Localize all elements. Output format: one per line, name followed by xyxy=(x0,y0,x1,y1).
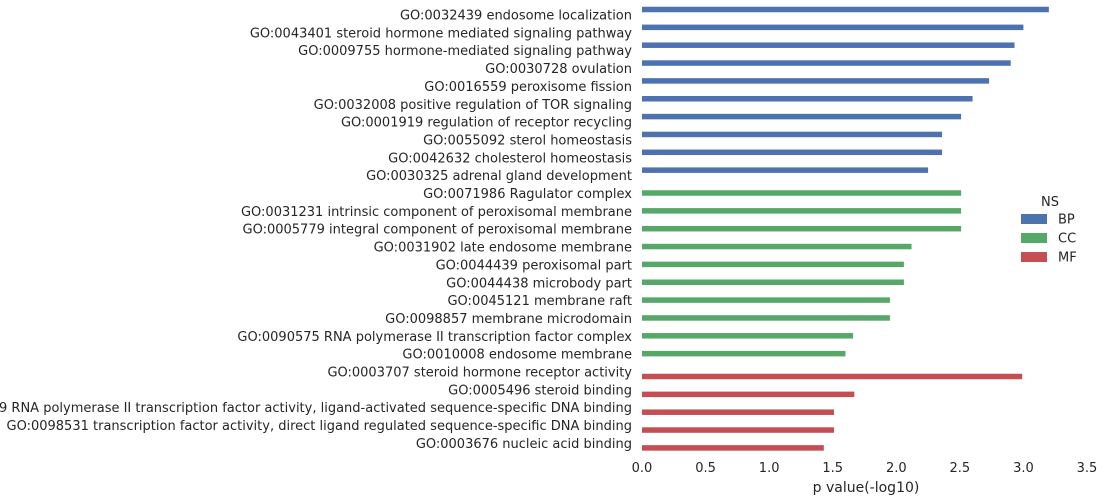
bar-12 xyxy=(642,208,962,214)
category-label: GO:0030325 adrenal gland development xyxy=(366,169,632,184)
bar-7 xyxy=(642,113,962,120)
bar-1 xyxy=(642,6,1049,13)
category-label: GO:0098857 membrane microdomain xyxy=(385,312,632,327)
category-label: GO:0098531 transcription factor activity… xyxy=(7,419,632,434)
category-label: GO:0003676 nucleic acid binding xyxy=(416,437,632,452)
category-label: GO:0016559 peroxisome fission xyxy=(424,80,632,95)
category-label: GO:0045121 membrane raft xyxy=(447,294,632,309)
x-tick-label: 3.0 xyxy=(1013,461,1034,476)
category-label: GO:0004879 RNA polymerase II transcripti… xyxy=(0,401,632,416)
x-tick-label: 2.0 xyxy=(886,461,907,476)
bar-10 xyxy=(642,167,929,173)
bar-3 xyxy=(642,42,1015,48)
category-label: GO:0032439 endosome localization xyxy=(400,9,632,24)
bar-8 xyxy=(642,131,943,138)
bar-14 xyxy=(642,243,912,250)
category-label: GO:0044438 microbody part xyxy=(446,276,632,291)
bar-13 xyxy=(642,225,962,232)
category-label: GO:0044439 peroxisomal part xyxy=(436,258,632,273)
x-tick-label: 2.5 xyxy=(950,461,971,476)
category-label: GO:0055092 sterol homeostasis xyxy=(423,133,632,148)
category-label: GO:0043401 steroid hormone mediated sign… xyxy=(250,26,632,41)
bar-25 xyxy=(642,445,824,451)
bar-15 xyxy=(642,261,904,268)
bars-layer xyxy=(642,6,1049,451)
x-tick-label: 1.0 xyxy=(759,461,780,476)
category-label: GO:0032008 positive regulation of TOR si… xyxy=(314,98,632,113)
category-label: GO:0090575 RNA polymerase II transcripti… xyxy=(237,330,632,345)
category-label: GO:0071986 Ragulator complex xyxy=(423,187,632,202)
bar-11 xyxy=(642,190,962,196)
x-tick-label: 0.0 xyxy=(632,461,653,476)
x-axis-title: p value(-log10) xyxy=(813,480,920,496)
legend-swatch-cc xyxy=(1021,233,1047,243)
category-label: GO:0030728 ovulation xyxy=(485,62,632,77)
category-label: GO:0031902 late endosome membrane xyxy=(374,241,632,256)
bar-5 xyxy=(642,78,990,84)
legend-swatch-mf xyxy=(1021,252,1047,262)
bar-23 xyxy=(642,409,834,415)
bar-19 xyxy=(642,333,854,339)
bar-6 xyxy=(642,96,973,102)
bar-22 xyxy=(642,391,855,398)
x-tick-label: 1.5 xyxy=(822,461,843,476)
category-label: GO:0001919 regulation of receptor recycl… xyxy=(341,116,632,131)
category-labels: GO:0032439 endosome localization GO:00434… xyxy=(0,9,632,452)
bar-17 xyxy=(642,297,890,303)
category-label: GO:0003707 steroid hormone receptor acti… xyxy=(327,366,632,381)
bar-4 xyxy=(642,60,1011,66)
bar-24 xyxy=(642,427,834,433)
bar-21 xyxy=(642,373,1023,380)
category-label: GO:0010008 endosome membrane xyxy=(402,348,632,363)
bar-16 xyxy=(642,279,904,285)
category-label: GO:0005779 integral component of peroxis… xyxy=(243,223,632,238)
category-label: GO:0031231 intrinsic component of peroxi… xyxy=(241,205,632,220)
category-label: GO:0005496 steroid binding xyxy=(448,383,632,398)
category-label: GO:0042632 cholesterol homeostasis xyxy=(388,151,632,166)
legend-label-cc: CC xyxy=(1058,232,1076,247)
bar-20 xyxy=(642,350,846,357)
legend-label-mf: MF xyxy=(1058,251,1077,266)
legend: NS BP CC MF xyxy=(1021,195,1077,266)
bar-18 xyxy=(642,315,890,321)
x-tick-label: 0.5 xyxy=(695,461,716,476)
legend-title: NS xyxy=(1041,195,1059,210)
x-axis-ticks: 0.0 0.5 1.0 1.5 2.0 2.5 3.0 3.5 xyxy=(632,461,1098,476)
x-tick-label: 3.5 xyxy=(1077,461,1098,476)
category-label: GO:0009755 hormone-mediated signaling pa… xyxy=(298,44,632,59)
bar-2 xyxy=(642,24,1024,31)
bar-9 xyxy=(642,149,943,156)
legend-swatch-bp xyxy=(1021,214,1047,224)
legend-label-bp: BP xyxy=(1058,213,1075,228)
